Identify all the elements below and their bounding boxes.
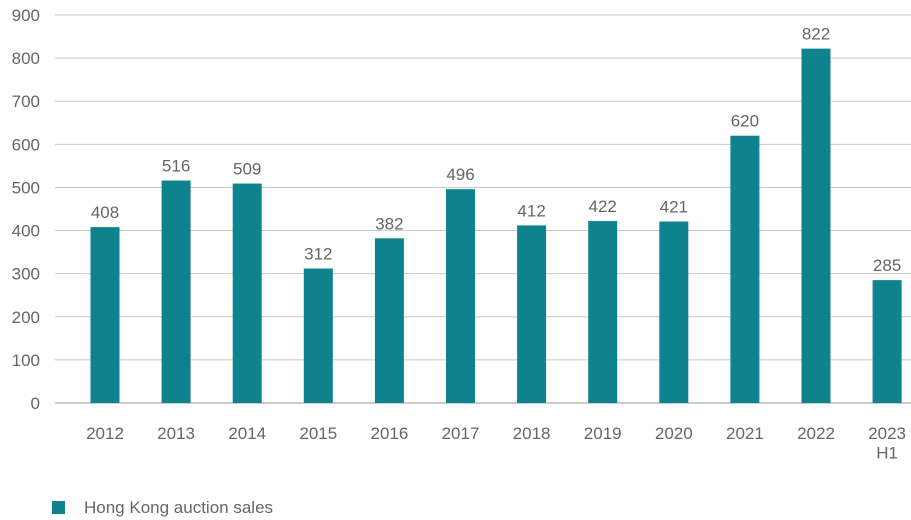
x-tick-label: 2018: [513, 424, 551, 443]
legend-label: Hong Kong auction sales: [84, 498, 273, 517]
bar: [659, 221, 689, 403]
value-label: 312: [304, 244, 332, 263]
y-tick-label: 100: [12, 351, 40, 370]
bar: [872, 280, 902, 403]
y-tick-label: 700: [12, 92, 40, 111]
value-label: 620: [731, 112, 759, 131]
y-tick-label: 300: [12, 265, 40, 284]
y-tick-label: 800: [12, 49, 40, 68]
bar: [303, 268, 333, 403]
y-tick-label: 600: [12, 135, 40, 154]
x-tick-label: 2016: [370, 424, 408, 443]
x-tick-label: 2014: [228, 424, 266, 443]
x-tick-label: 2013: [157, 424, 195, 443]
bar: [801, 48, 831, 403]
x-tick-label: 2017: [442, 424, 480, 443]
x-tick-label: 2012: [86, 424, 124, 443]
value-label: 496: [446, 165, 474, 184]
bar: [446, 189, 475, 403]
value-label: 285: [873, 256, 901, 275]
bar: [517, 225, 547, 403]
legend-swatch: [52, 501, 65, 514]
x-tick-label: 2019: [584, 424, 622, 443]
y-tick-label: 500: [12, 178, 40, 197]
value-label: 822: [802, 25, 830, 44]
bar: [374, 238, 404, 403]
y-tick-label: 400: [12, 222, 40, 241]
bar: [730, 135, 760, 403]
y-tick-label: 900: [12, 6, 40, 25]
value-label: 412: [517, 201, 545, 220]
x-tick-label: 2022: [797, 424, 835, 443]
value-label: 509: [233, 160, 261, 179]
bar: [161, 180, 191, 403]
y-tick-label: 0: [31, 394, 40, 413]
value-label: 382: [375, 214, 403, 233]
x-tick-label: 2021: [726, 424, 764, 443]
value-label: 516: [162, 157, 190, 176]
x-tick-label: 2020: [655, 424, 693, 443]
x-tick-label: 2023 H1: [868, 424, 906, 463]
y-tick-label: 200: [12, 308, 40, 327]
bar: [232, 183, 262, 403]
value-label: 408: [91, 203, 119, 222]
x-tick-label: 2015: [299, 424, 337, 443]
value-label: 421: [660, 198, 688, 217]
bar: [90, 227, 120, 403]
bar: [588, 221, 618, 403]
value-label: 422: [589, 197, 617, 216]
